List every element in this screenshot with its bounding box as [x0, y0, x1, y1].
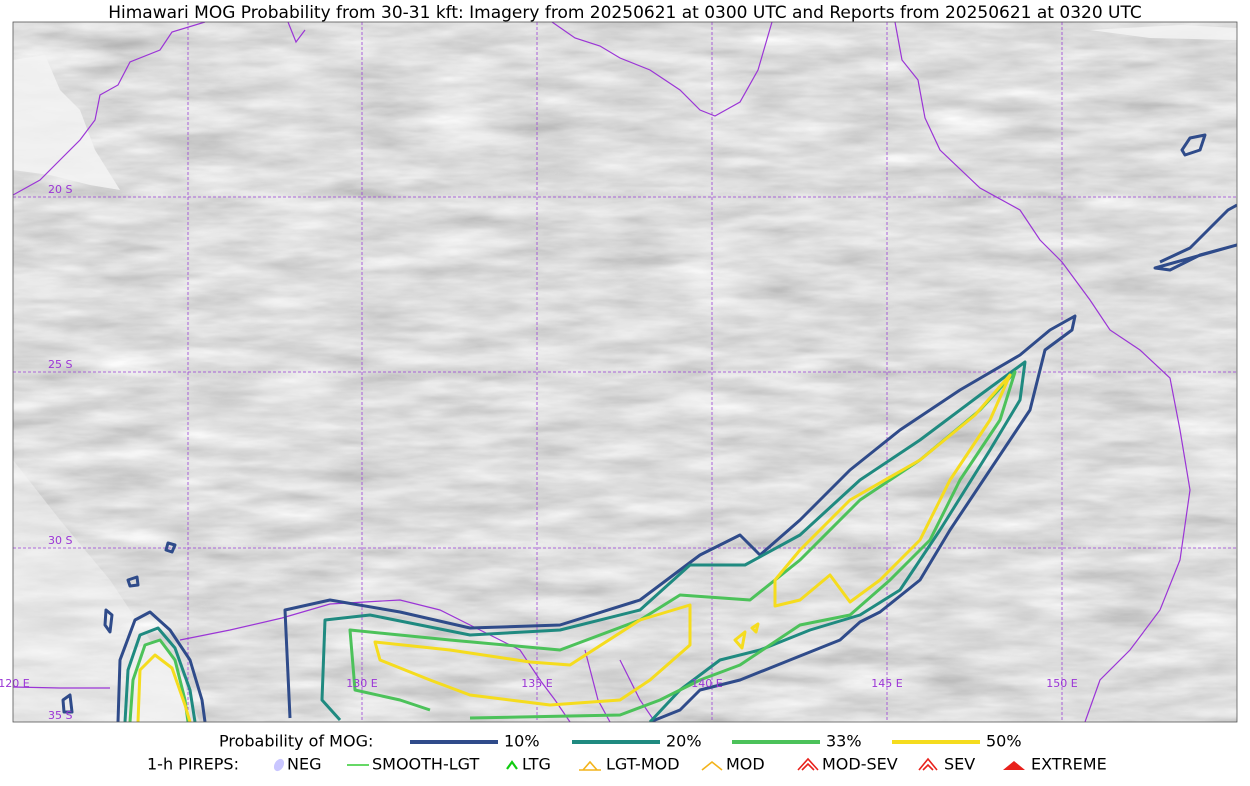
lon-label: 135 E: [521, 677, 552, 690]
map-frame: [12, 21, 1238, 723]
legend-label: LTG: [522, 755, 551, 774]
lat-label: 35 S: [48, 709, 72, 722]
lat-label: 20 S: [48, 183, 72, 196]
legend-marker: [1003, 761, 1025, 770]
legend-label: SEV: [944, 755, 975, 774]
legend-label: MOD: [726, 755, 765, 774]
legend-label: 10%: [504, 732, 540, 751]
legend: 10% 20% 33% 50% NEG SMOOTH-LGT LTG LGT-MOD MOD MO…: [273, 732, 1107, 774]
lat-label: 25 S: [48, 358, 72, 371]
legend-marker: [579, 760, 601, 771]
legend-title: Probability of MOG:: [219, 732, 373, 751]
legend-label: SMOOTH-LGT: [372, 755, 479, 774]
lat-label: 30 S: [48, 534, 72, 547]
coastline: [13, 22, 1191, 722]
legend-label: 33%: [826, 732, 862, 751]
lon-label: 145 E: [871, 677, 902, 690]
legend-label: NEG: [287, 755, 321, 774]
legend-marker: [797, 757, 819, 771]
contours: [61, 133, 1237, 722]
legend-label: 20%: [666, 732, 702, 751]
legend-marker: [273, 758, 285, 772]
legend-marker: [701, 760, 723, 771]
map-area: [13, 22, 1237, 722]
legend-label: LGT-MOD: [606, 755, 680, 774]
legend-label: MOD-SEV: [822, 755, 898, 774]
legend-label: EXTREME: [1031, 755, 1107, 774]
legend-title: 1-h PIREPS:: [147, 755, 239, 774]
grid-labels: 20 S 25 S 30 S 35 S 120 E 130 E 135 E 14…: [0, 183, 1078, 722]
lon-label: 140 E: [691, 677, 722, 690]
legend-marker: [918, 757, 938, 771]
title: Himawari MOG Probability from 30-31 kft:…: [108, 3, 1142, 23]
legend-marker: [506, 760, 518, 770]
grid: [13, 22, 1237, 722]
lon-label: 150 E: [1046, 677, 1077, 690]
legend-label: 50%: [986, 732, 1022, 751]
lon-label: 130 E: [346, 677, 377, 690]
lon-label: 120 E: [0, 677, 30, 690]
